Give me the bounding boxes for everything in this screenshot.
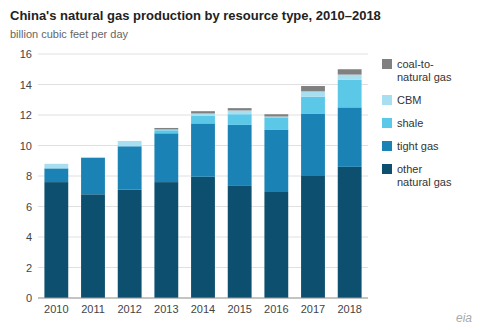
bar-segment [118, 146, 142, 189]
subtitle: billion cubic feet per day [10, 28, 129, 40]
bar-segment [191, 123, 215, 176]
bar-segment [301, 86, 325, 91]
bar-segment [228, 186, 252, 298]
bar-segment [81, 156, 105, 157]
bar-segment [338, 69, 362, 74]
bar-segment [44, 163, 68, 164]
x-tick-label: 2010 [44, 303, 68, 315]
bar-segment [301, 176, 325, 298]
x-tick-label: 2014 [191, 303, 215, 315]
legend-swatch [382, 164, 392, 174]
title: China's natural gas production by resour… [10, 8, 381, 23]
x-tick-label: 2013 [154, 303, 178, 315]
y-tick-label: 6 [26, 201, 32, 213]
bar-segment [228, 114, 252, 125]
bar-segment [154, 133, 178, 182]
bar-segment [264, 114, 288, 116]
bar-segment [81, 158, 105, 195]
bar-segment [264, 117, 288, 129]
grid [38, 54, 368, 298]
bar-segment [81, 194, 105, 298]
y-tick-label: 0 [26, 292, 32, 304]
legend: coal-to-natural gas CBM shale tight gas othe… [382, 58, 452, 188]
grid-line [38, 84, 368, 85]
grid-line [38, 54, 368, 55]
bar-segment [191, 177, 215, 298]
series [154, 80, 361, 133]
legend-swatch [382, 141, 392, 151]
bar-segment [44, 168, 68, 182]
x-axis-line [38, 298, 368, 299]
bar-segment [338, 75, 362, 80]
y-tick-label: 12 [20, 109, 32, 121]
bar-segment [81, 156, 105, 158]
bar-segment [264, 129, 288, 192]
series [44, 107, 361, 194]
bar-segment [191, 116, 215, 124]
series [154, 69, 361, 129]
bar-segment [301, 97, 325, 114]
series [44, 75, 361, 169]
x-tick-label: 2015 [227, 303, 251, 315]
legend-label: tight gas [397, 140, 439, 152]
bar-segment [154, 182, 178, 298]
x-tick-label: 2018 [337, 303, 361, 315]
bars [44, 69, 361, 298]
bar-segment [81, 157, 105, 158]
bar-segment [191, 111, 215, 113]
legend-swatch [382, 95, 392, 105]
y-tick-label: 2 [26, 262, 32, 274]
legend-label: shale [397, 117, 423, 129]
y-tick-label: 8 [26, 170, 32, 182]
grid-line [38, 298, 368, 299]
bar-segment [44, 164, 68, 169]
legend-swatch [382, 59, 392, 69]
bar-segment [228, 110, 252, 114]
bar-segment [228, 125, 252, 186]
y-tick-label: 14 [20, 79, 32, 91]
x-tick-label: 2011 [81, 303, 105, 315]
bar-segment [228, 108, 252, 110]
bar-segment [338, 80, 362, 107]
annotation: eia [456, 311, 472, 325]
bar-segment [338, 107, 362, 166]
chart: China's natural gas production by resour… [0, 0, 482, 330]
bar-segment [154, 130, 178, 133]
bar-segment [118, 190, 142, 298]
bar-segment [191, 113, 215, 115]
legend-label: othernatural gas [397, 163, 452, 188]
x-tick-label: 2012 [117, 303, 141, 315]
y-tick-label: 4 [26, 231, 32, 243]
x-tick-label: 2016 [264, 303, 288, 315]
bar-segment [338, 167, 362, 298]
chart-container: China's natural gas production by resour… [0, 0, 482, 330]
legend-swatch [382, 118, 392, 128]
legend-label: coal-to-natural gas [397, 58, 452, 83]
bar-segment [154, 128, 178, 130]
bar-segment [301, 113, 325, 176]
bar-segment [264, 192, 288, 298]
bar-segment [118, 141, 142, 146]
x-tick-label: 2017 [301, 303, 325, 315]
bar-segment [118, 140, 142, 141]
bar-segment [301, 91, 325, 96]
bar-segment [44, 182, 68, 298]
legend-label: CBM [397, 94, 421, 106]
y-tick-label: 10 [20, 140, 32, 152]
y-tick-label: 16 [20, 48, 32, 60]
